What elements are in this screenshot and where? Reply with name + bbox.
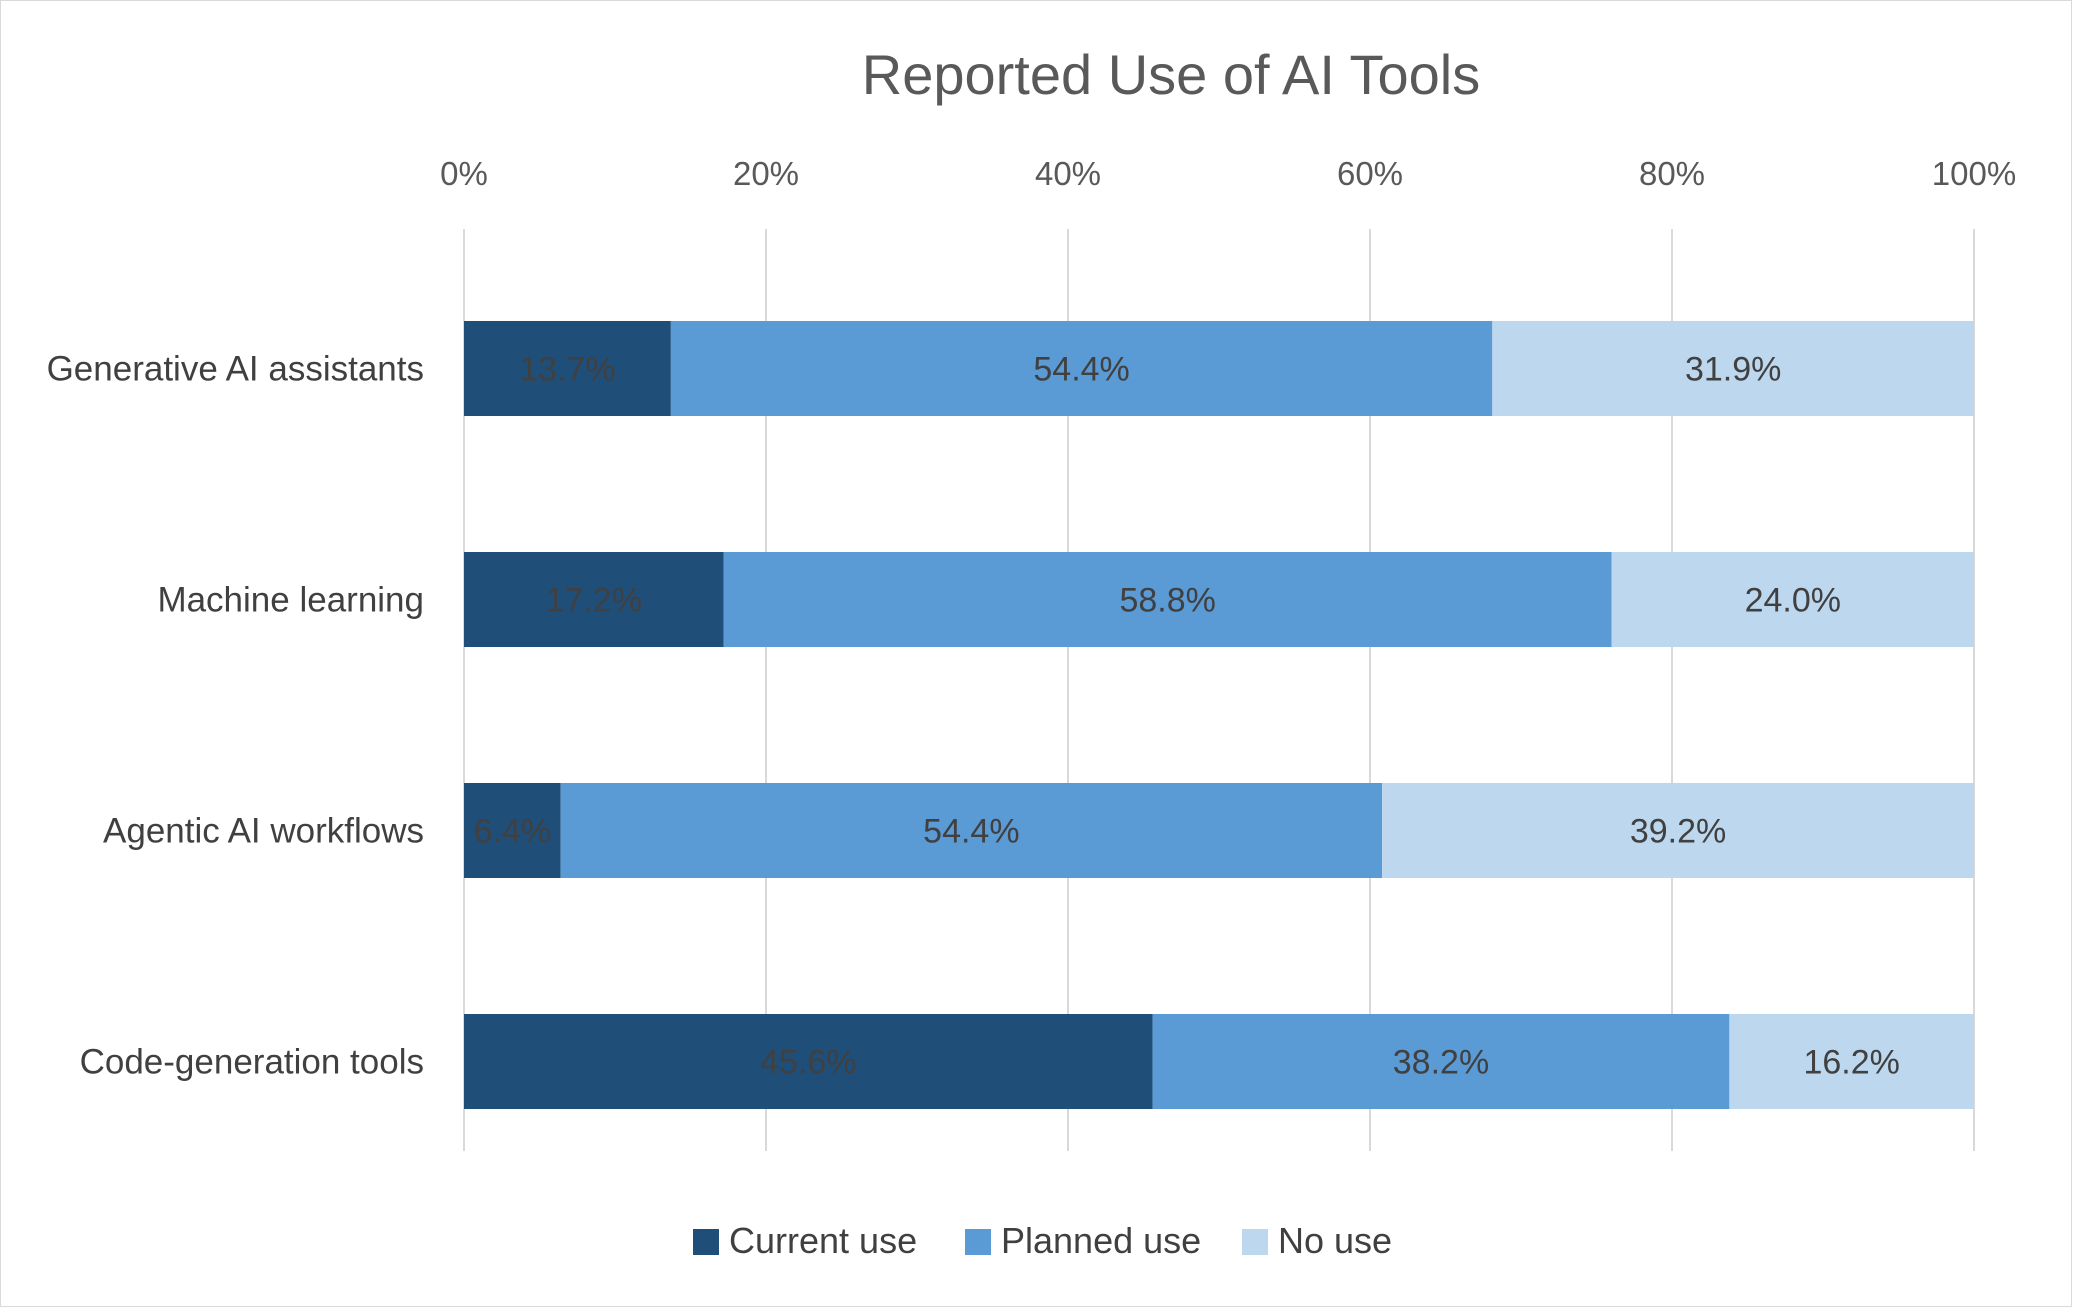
data-label: 58.8% (1119, 582, 1215, 620)
x-tick-label: 20% (733, 155, 799, 192)
data-label: 13.7% (519, 351, 615, 389)
x-tick-label: 40% (1035, 155, 1101, 192)
legend-label: Planned use (1001, 1220, 1201, 1261)
x-tick-label: 80% (1639, 155, 1705, 192)
x-axis-ticks: 0% 20% 40% 60% 80% 100% (440, 155, 2016, 192)
bar-segment (464, 783, 561, 878)
data-label: 39.2% (1630, 813, 1726, 851)
x-tick-label: 60% (1337, 155, 1403, 192)
legend-label: No use (1278, 1220, 1392, 1261)
legend: Current use Planned use No use (693, 1220, 1392, 1261)
legend-swatch (693, 1229, 719, 1255)
category-label: Code-generation tools (80, 1043, 424, 1082)
category-labels: Generative AI assistants Machine learning… (47, 350, 424, 1082)
bar-segment (1729, 1014, 1974, 1109)
bar-segment (1492, 321, 1974, 416)
data-label: 6.4% (474, 813, 552, 851)
bar-segment (1611, 552, 1974, 647)
legend-swatch (1242, 1229, 1268, 1255)
data-label: 54.4% (923, 813, 1019, 851)
bar-segment (723, 552, 1612, 647)
bar-segment (464, 1014, 1153, 1109)
data-label: 24.0% (1745, 582, 1841, 620)
data-label: 54.4% (1033, 351, 1129, 389)
data-labels: 13.7% 54.4% 31.9% 17.2% 58.8% 24.0% 6.4% 54.4% 3… (474, 351, 1900, 1082)
bar-segment (464, 552, 724, 647)
legend-label: Current use (729, 1220, 917, 1261)
data-label: 31.9% (1685, 351, 1781, 389)
data-label: 45.6% (760, 1044, 856, 1082)
category-label: Agentic AI workflows (103, 812, 424, 851)
bar-segment (560, 783, 1383, 878)
bars (464, 321, 1974, 1109)
bar-segment (1382, 783, 1974, 878)
bar-segment (670, 321, 1493, 416)
data-label: 17.2% (546, 582, 642, 620)
category-label: Machine learning (157, 581, 424, 620)
bar-segment (1152, 1014, 1730, 1109)
chart-title: Reported Use of AI Tools (862, 43, 1480, 106)
data-label: 38.2% (1393, 1044, 1489, 1082)
data-label: 16.2% (1803, 1044, 1899, 1082)
x-tick-label: 0% (440, 155, 488, 192)
x-tick-label: 100% (1932, 155, 2016, 192)
bar-segment (464, 321, 671, 416)
category-label: Generative AI assistants (47, 350, 424, 389)
legend-swatch (965, 1229, 991, 1255)
